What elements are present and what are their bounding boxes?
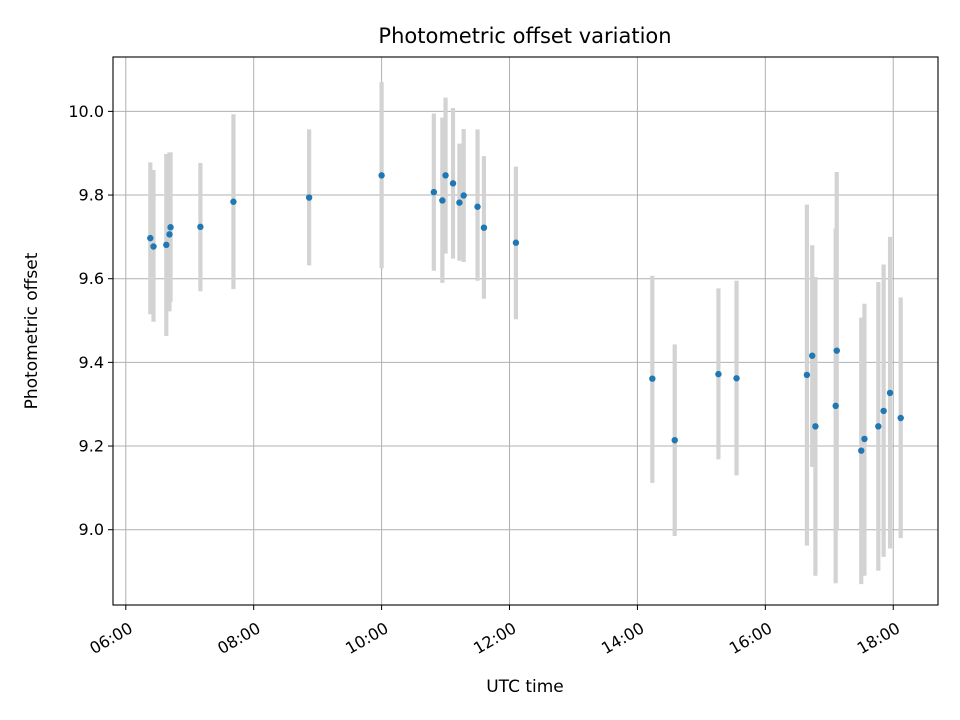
data-point	[150, 243, 157, 250]
data-point	[671, 436, 678, 444]
data-points	[147, 172, 904, 454]
data-point	[147, 234, 154, 242]
data-point	[474, 203, 481, 210]
data-point	[812, 423, 819, 430]
data-point	[456, 199, 463, 206]
data-point	[833, 347, 840, 354]
y-tick-label: 9.0	[79, 520, 104, 539]
data-point	[897, 414, 904, 422]
data-point	[512, 239, 520, 246]
data-point	[442, 172, 449, 179]
data-point	[378, 172, 385, 179]
data-point	[197, 223, 204, 231]
data-point	[733, 375, 740, 382]
data-point	[166, 231, 173, 238]
data-point	[230, 198, 237, 205]
data-point	[460, 192, 467, 199]
y-tick-label: 9.6	[79, 269, 104, 288]
x-axis-label: UTC time	[486, 677, 564, 697]
data-point	[886, 389, 894, 397]
y-tick-label: 10.0	[68, 102, 104, 121]
chart-title: Photometric offset variation	[378, 24, 671, 48]
data-point	[880, 407, 887, 415]
data-point	[439, 197, 446, 204]
data-point	[480, 224, 488, 231]
data-point	[875, 423, 882, 430]
data-point	[305, 194, 313, 201]
plot-frame	[112, 56, 939, 606]
data-point	[809, 352, 816, 359]
data-point	[832, 402, 839, 410]
data-point	[858, 447, 865, 454]
data-point	[167, 224, 174, 231]
y-axis-ticks: 9.0 9.2 9.4 9.6 9.8 10.0	[68, 102, 113, 539]
data-point	[163, 241, 170, 249]
data-point	[803, 371, 811, 379]
y-tick-label: 9.2	[79, 437, 104, 456]
y-tick-label: 9.8	[79, 186, 104, 205]
y-tick-label: 9.4	[79, 353, 104, 372]
data-point	[449, 180, 457, 187]
data-point	[649, 375, 656, 382]
data-point	[715, 370, 722, 378]
y-axis-label: Photometric offset	[22, 252, 42, 409]
data-point	[430, 188, 438, 196]
data-point	[861, 435, 868, 443]
